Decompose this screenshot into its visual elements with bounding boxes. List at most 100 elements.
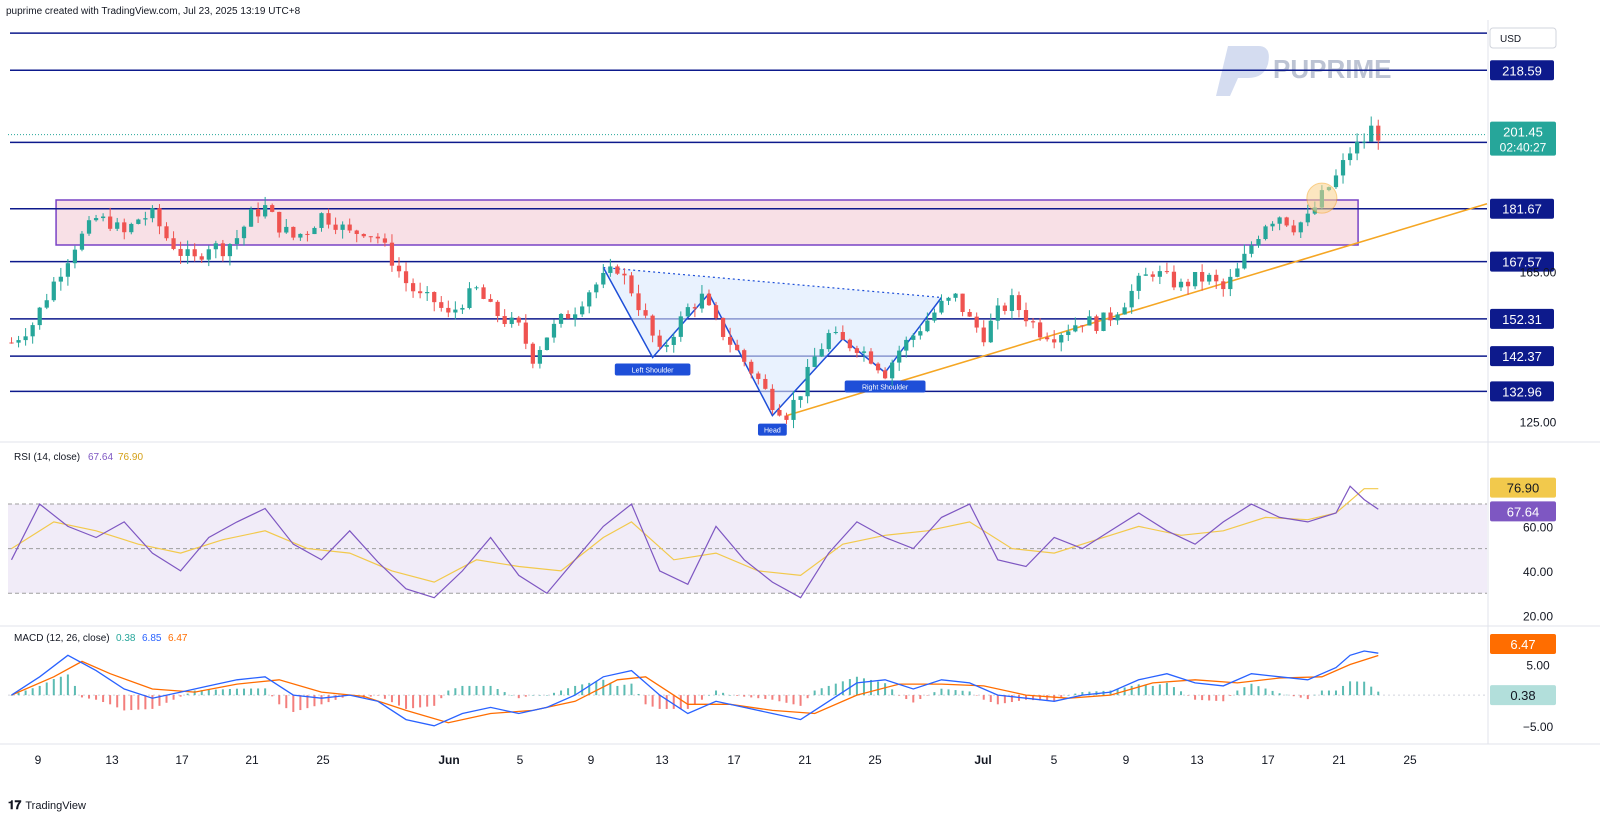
macd-line <box>11 650 1379 727</box>
macd-pane: 5.00 −5.00 MACD (12, 26, close) 0.38 6.85 6.4… <box>8 633 1556 734</box>
macd-histogram-bar <box>1264 688 1267 696</box>
level-price-tag <box>1490 381 1554 402</box>
macd-histogram-bar <box>496 689 499 696</box>
candle-body <box>643 310 648 316</box>
candle-body <box>932 312 937 321</box>
macd-histogram-bar <box>1363 681 1366 696</box>
candle-body <box>1200 272 1205 282</box>
macd-signal-value: 6.47 <box>168 633 188 644</box>
macd-histogram-bar <box>672 695 675 709</box>
candle-body <box>1171 271 1177 288</box>
macd-histogram-bar <box>679 695 682 709</box>
candle-body <box>432 292 437 303</box>
macd-histogram-bar <box>820 688 823 696</box>
macd-histogram-bar <box>919 695 922 700</box>
countdown-label: 02:40:27 <box>1500 141 1547 155</box>
chart-canvas[interactable]: PUPRIME218.59199.37181.67167.57152.31142… <box>0 0 1600 795</box>
macd-title: MACD (12, 26, close) <box>14 633 110 644</box>
candle-body <box>882 370 888 379</box>
candle-body <box>129 223 134 233</box>
level-price-label: 218.59 <box>1502 63 1542 78</box>
time-axis-label: 9 <box>1123 753 1130 767</box>
candle-body <box>255 209 261 217</box>
level-price-label: 142.37 <box>1502 349 1542 364</box>
macd-histogram-bar <box>926 695 929 696</box>
macd-histogram-bar <box>52 679 55 696</box>
macd-histogram-bar <box>1172 687 1175 696</box>
macd-histogram-bar <box>66 674 69 696</box>
macd-value: 6.85 <box>142 633 162 644</box>
candle-body <box>403 271 409 284</box>
macd-histogram-bar <box>383 695 386 699</box>
macd-hist-value: 0.38 <box>116 633 136 644</box>
last-price-tag <box>1490 121 1556 156</box>
macd-histogram-bar <box>503 692 506 696</box>
candle-body <box>1284 217 1289 226</box>
rsi-value-display: 67.64 <box>88 452 113 463</box>
macd-histogram-bar <box>228 689 231 696</box>
candle-body <box>44 300 49 308</box>
macd-histogram-bar <box>588 682 591 696</box>
macd-histogram-bar <box>482 685 485 696</box>
macd-histogram-bar <box>193 690 196 696</box>
candle-body <box>86 220 92 234</box>
macd-histogram-bar <box>200 690 203 696</box>
candle-body <box>220 243 225 257</box>
macd-histogram-bar <box>552 692 555 696</box>
macd-histogram-bar <box>1137 684 1140 696</box>
level-price-label: 152.31 <box>1502 312 1542 327</box>
candle-body <box>23 336 28 341</box>
macd-histogram-bar <box>1229 695 1232 696</box>
macd-histogram-bar <box>313 695 316 707</box>
candle-body <box>502 316 507 325</box>
candle-body <box>368 236 373 238</box>
footer-brand: TradingView <box>25 799 86 812</box>
candle-body <box>720 317 726 337</box>
rsi-ma-value-display: 76.90 <box>118 452 143 463</box>
last-price-label: 201.45 <box>1503 125 1543 140</box>
candle-body <box>1369 125 1374 142</box>
candle-body <box>1228 276 1233 290</box>
candle-body <box>312 227 317 235</box>
rsi-line <box>10 485 1379 599</box>
candle-body <box>108 216 113 229</box>
macd-histogram-bar <box>489 685 492 696</box>
macd-histogram-bar <box>475 685 478 696</box>
candle-body <box>1207 274 1212 282</box>
candle-body <box>460 307 465 310</box>
macd-histogram-bar <box>510 695 513 696</box>
macd-histogram-bar <box>1194 695 1197 700</box>
macd-histogram-bar <box>1377 691 1380 696</box>
tradingview-logo-icon: 𝟏𝟕 <box>8 798 22 812</box>
macd-histogram-bar <box>1236 690 1239 696</box>
candle-body <box>340 224 345 230</box>
right-shoulder-label: Right Shoulder <box>862 385 909 392</box>
macd-histogram-bar <box>1046 695 1049 701</box>
tradingview-footer: 𝟏𝟕 TradingView <box>8 798 86 813</box>
level-price-tag <box>1490 60 1554 81</box>
macd-histogram-bar <box>989 695 992 703</box>
macd-histogram-bar <box>799 695 802 706</box>
macd-histogram-bar <box>207 689 210 696</box>
candle-body <box>136 219 141 224</box>
candle-body <box>410 283 416 292</box>
head-label-bg <box>757 423 787 436</box>
macd-signal-line <box>11 654 1379 724</box>
candle-body <box>51 281 56 301</box>
macd-hist-tag <box>1490 685 1556 706</box>
macd-histogram-bar <box>1306 695 1309 700</box>
level-price-tag <box>1490 251 1554 272</box>
candle-body <box>685 307 690 317</box>
macd-histogram-bar <box>975 695 978 696</box>
macd-histogram-bar <box>524 695 527 697</box>
macd-histogram-bar <box>771 695 774 700</box>
macd-histogram-bar <box>870 679 873 696</box>
macd-histogram-bar <box>433 695 436 706</box>
macd-histogram-bar <box>1067 695 1070 696</box>
macd-histogram-bar <box>172 695 175 700</box>
candle-body <box>199 256 204 260</box>
candle-body <box>615 266 620 274</box>
macd-histogram-bar <box>1370 686 1373 696</box>
candle-body <box>784 415 789 420</box>
macd-histogram-bar <box>1278 693 1281 696</box>
